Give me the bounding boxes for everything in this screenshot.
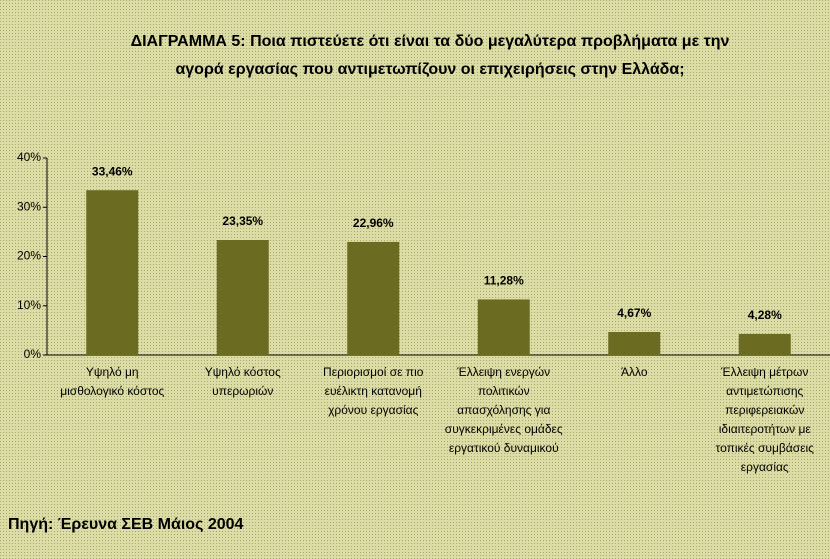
x-tick-label: Περιορισμοί σε πιο ευέλικτη κατανομή χρό… — [323, 365, 424, 417]
y-tick-label: 10% — [17, 298, 41, 312]
bar — [477, 299, 530, 355]
bar — [216, 240, 269, 355]
y-tick-label: 40% — [17, 150, 41, 164]
x-tick-label: Υψηλό μη μισθολογικό κόστος — [60, 365, 165, 398]
chart-title: ΔΙΑΓΡΑΜΜΑ 5: Ποια πιστεύετε ότι είναι τα… — [130, 33, 730, 78]
source-note: Πηγή: Έρευνα ΣΕΒ Μάιος 2004 — [8, 516, 244, 533]
data-label: 22,96% — [353, 216, 394, 230]
data-label: 4,67% — [617, 306, 651, 320]
x-tick-label: Έλλειψη μέτρων αντιμετώπισης περιφερειακ… — [715, 365, 814, 474]
data-label: 11,28% — [484, 274, 524, 288]
data-label: 23,35% — [222, 214, 263, 228]
bar — [86, 190, 139, 355]
y-tick-label: 20% — [17, 249, 41, 263]
x-tick-label: Άλλο — [620, 365, 648, 379]
bar — [738, 333, 791, 355]
y-tick-label: 30% — [17, 199, 41, 213]
bar — [608, 332, 661, 355]
data-label: 4,28% — [748, 308, 782, 322]
x-tick-label: Υψηλό κόστος υπερωριών — [204, 365, 281, 398]
bar — [347, 241, 400, 355]
data-label: 33,46% — [92, 164, 133, 178]
x-tick-label: Έλλειψη ενεργών πολιτικών απασχόλησης γι… — [444, 365, 563, 455]
y-tick-label: 0% — [24, 347, 42, 361]
